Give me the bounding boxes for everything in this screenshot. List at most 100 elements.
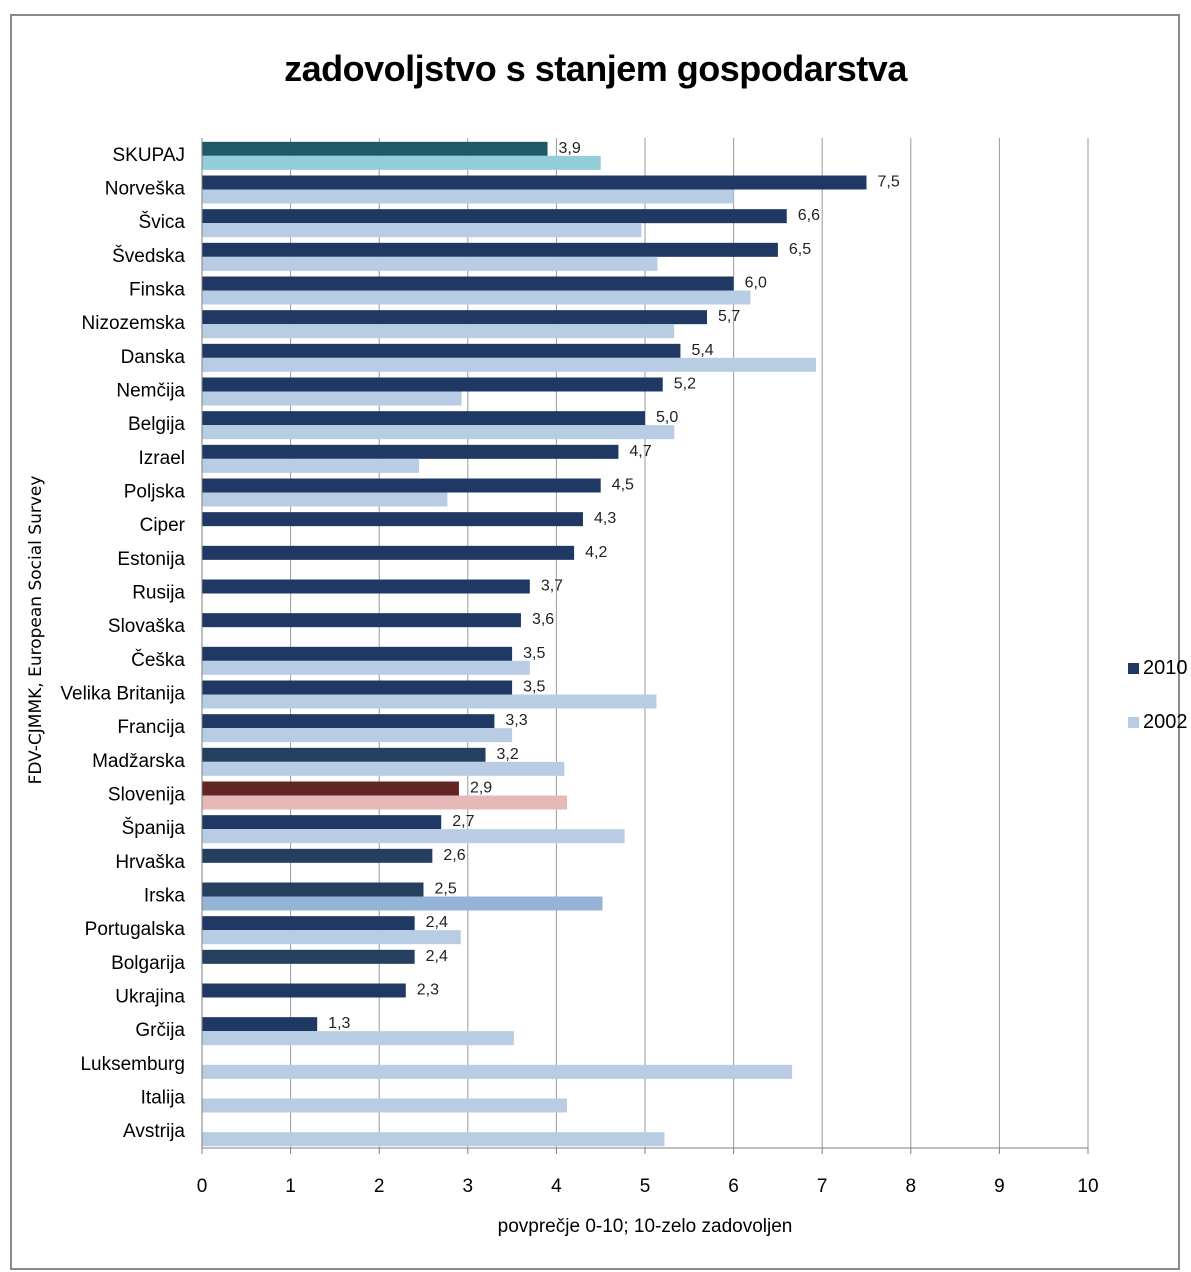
bar-2010-row-24: [202, 949, 415, 964]
bar-2002-row-28: [202, 1098, 568, 1113]
legend: 2010 2002: [1128, 654, 1188, 762]
data-label-row-4: 6,0: [745, 275, 767, 292]
legend-swatch-2010: [1128, 662, 1139, 674]
category-label-row-28: Italija: [141, 1088, 186, 1109]
bar-2002-row-27: [202, 1064, 793, 1079]
bar-2002-row-20: [202, 829, 625, 844]
category-label-row-13: Rusija: [132, 583, 185, 604]
category-label-row-29: Avstrija: [123, 1121, 185, 1142]
category-label-row-22: Irska: [144, 886, 186, 907]
category-label-row-20: Španija: [122, 817, 186, 839]
category-label-row-0: SKUPAJ: [112, 145, 185, 166]
data-label-row-21: 2,6: [443, 847, 465, 864]
bar-2002-row-7: [202, 391, 462, 406]
category-label-row-14: Slovaška: [108, 616, 186, 637]
category-label-row-9: Izrael: [139, 448, 185, 469]
bar-2002-row-15: [202, 660, 530, 675]
bar-2010-row-3: [202, 242, 778, 257]
category-label-row-19: Slovenija: [108, 785, 186, 806]
legend-label-2002: 2002: [1143, 710, 1188, 733]
data-label-row-18: 3,2: [497, 746, 519, 763]
data-label-row-10: 4,5: [612, 477, 634, 494]
data-label-row-15: 3,5: [523, 645, 545, 662]
data-label-row-3: 6,5: [789, 241, 811, 258]
bar-2002-row-22: [202, 896, 603, 911]
chart-title: zadovoljstvo s stanjem gospodarstva: [284, 48, 907, 89]
data-label-row-7: 5,2: [674, 376, 696, 393]
bar-2010-row-26: [202, 1017, 318, 1032]
data-label-row-12: 4,2: [585, 544, 607, 561]
category-label-row-23: Portugalska: [85, 919, 186, 940]
category-label-row-18: Madžarska: [92, 751, 185, 772]
bar-2002-row-16: [202, 694, 657, 709]
data-label-row-0: 3,9: [559, 140, 581, 157]
bar-2002-row-23: [202, 930, 461, 945]
category-label-row-17: Francija: [117, 717, 185, 738]
legend-swatch-2002: [1128, 716, 1139, 728]
bar-2002-row-10: [202, 492, 448, 507]
data-label-row-9: 4,7: [629, 443, 651, 460]
bar-2010-row-21: [202, 848, 433, 863]
category-label-row-11: Ciper: [140, 515, 186, 536]
category-label-row-8: Belgija: [128, 414, 185, 435]
x-axis-label: povprečje 0-10; 10-zelo zadovoljen: [497, 1216, 793, 1237]
data-label-row-26: 1,3: [328, 1015, 350, 1032]
data-label-row-20: 2,7: [452, 813, 474, 830]
bar-2010-row-14: [202, 613, 521, 628]
category-label-row-1: Norveška: [105, 179, 186, 200]
bar-2002-row-6: [202, 357, 816, 372]
data-label-row-23: 2,4: [426, 914, 448, 931]
category-label-row-21: Hrvaška: [115, 852, 185, 873]
bar-2010-row-5: [202, 310, 708, 325]
bar-2010-row-12: [202, 545, 575, 560]
bar-2010-row-7: [202, 377, 663, 392]
bar-2002-row-17: [202, 728, 513, 743]
bar-2010-row-17: [202, 714, 495, 729]
bar-2010-row-8: [202, 411, 645, 426]
data-label-row-22: 2,5: [435, 881, 457, 898]
x-tick-label-3: 3: [463, 1176, 474, 1197]
category-label-row-15: Češka: [131, 649, 185, 671]
data-label-row-14: 3,6: [532, 611, 554, 628]
bar-2002-row-5: [202, 324, 675, 339]
category-label-row-6: Danska: [121, 347, 186, 368]
data-label-row-13: 3,7: [541, 578, 563, 595]
category-label-row-24: Bolgarija: [111, 953, 185, 974]
category-label-row-4: Finska: [129, 280, 185, 301]
data-label-row-25: 2,3: [417, 982, 439, 999]
data-label-row-1: 7,5: [878, 174, 900, 191]
x-tick-label-9: 9: [994, 1176, 1005, 1197]
bar-2010-row-2: [202, 209, 787, 224]
bar-2010-row-23: [202, 916, 415, 931]
bar-2010-row-22: [202, 882, 424, 897]
legend-item-2010: 2010: [1128, 654, 1188, 682]
bar-2010-row-6: [202, 343, 681, 358]
x-tick-label-6: 6: [728, 1176, 739, 1197]
bar-2010-row-13: [202, 579, 530, 594]
bar-2010-row-19: [202, 781, 459, 796]
data-label-row-5: 5,7: [718, 308, 740, 325]
x-tick-label-10: 10: [1077, 1176, 1098, 1197]
category-label-row-10: Poljska: [124, 482, 186, 503]
bar-2002-row-3: [202, 256, 658, 271]
x-tick-label-4: 4: [551, 1176, 562, 1197]
bar-2010-row-4: [202, 276, 734, 291]
x-tick-label-5: 5: [640, 1176, 651, 1197]
x-tick-label-7: 7: [817, 1176, 828, 1197]
bar-2010-row-18: [202, 747, 486, 762]
bar-2002-row-19: [202, 795, 568, 810]
data-label-row-6: 5,4: [691, 342, 713, 359]
bar-2002-row-18: [202, 761, 565, 776]
x-tick-label-8: 8: [906, 1176, 917, 1197]
bar-2010-row-9: [202, 444, 619, 459]
bar-2002-row-4: [202, 290, 751, 305]
bar-2002-row-26: [202, 1031, 514, 1046]
bar-2002-row-9: [202, 458, 420, 473]
bar-2010-row-1: [202, 175, 867, 190]
bar-2010-row-0: [202, 141, 548, 156]
data-label-row-2: 6,6: [798, 207, 820, 224]
bar-2002-row-1: [202, 189, 734, 204]
category-label-row-26: Grčija: [135, 1020, 185, 1041]
bar-2010-row-20: [202, 815, 442, 830]
bar-2010-row-10: [202, 478, 601, 493]
